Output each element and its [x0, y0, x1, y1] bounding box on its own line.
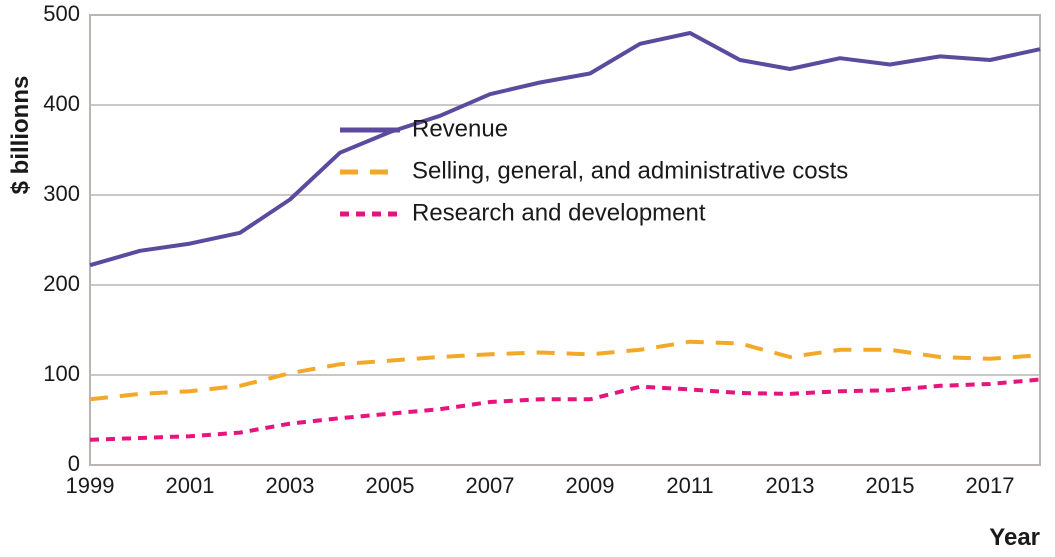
legend-label-revenue: Revenue	[412, 115, 508, 142]
x-tick-label: 2015	[866, 473, 915, 498]
x-tick-label: 2017	[966, 473, 1015, 498]
x-tick-label: 2011	[666, 473, 713, 498]
legend-label-rnd: Research and development	[412, 199, 706, 226]
y-tick-label: 300	[43, 181, 80, 206]
x-tick-label: 1999	[66, 473, 115, 498]
y-tick-label: 400	[43, 91, 80, 116]
y-axis-label: $ billionns	[7, 76, 34, 195]
legend-label-sga: Selling, general, and administrative cos…	[412, 157, 848, 184]
x-tick-label: 2013	[766, 473, 815, 498]
chart-svg: 0100200300400500199920012003200520072009…	[0, 0, 1055, 557]
line-chart: 0100200300400500199920012003200520072009…	[0, 0, 1055, 557]
x-tick-label: 2001	[166, 473, 215, 498]
y-tick-label: 200	[43, 271, 80, 296]
x-tick-label: 2003	[266, 473, 315, 498]
y-tick-label: 100	[43, 361, 80, 386]
y-tick-label: 500	[43, 1, 80, 26]
x-tick-label: 2009	[566, 473, 615, 498]
x-tick-label: 2007	[466, 473, 515, 498]
x-tick-label: 2005	[366, 473, 415, 498]
x-axis-label: Year	[989, 524, 1040, 551]
